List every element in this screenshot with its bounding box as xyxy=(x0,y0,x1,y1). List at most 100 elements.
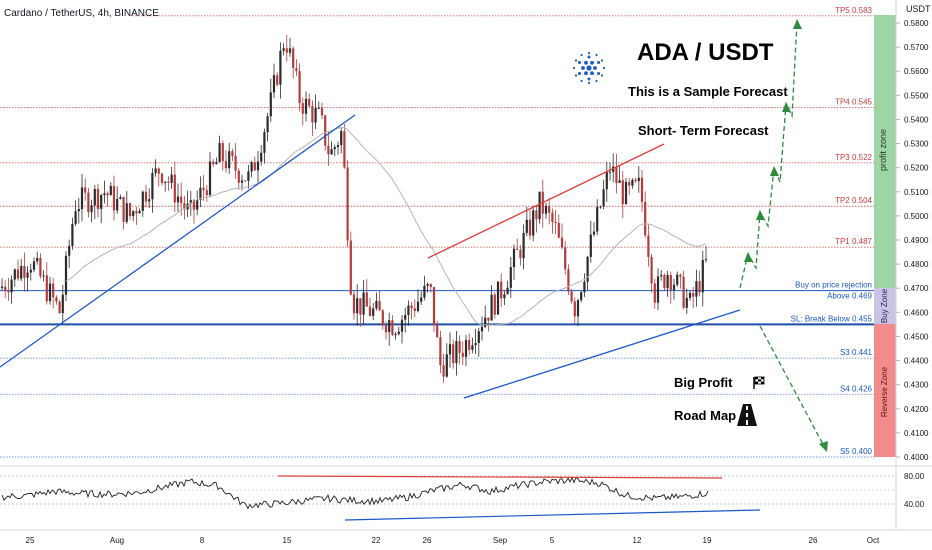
currency-label: USDT xyxy=(906,4,931,14)
header-background xyxy=(0,6,132,20)
price-tick-label: 0.4500 xyxy=(904,332,929,341)
candle-body xyxy=(285,48,288,53)
candle-body xyxy=(212,161,215,165)
candle-body xyxy=(656,276,660,303)
candle-body xyxy=(10,279,13,293)
candle-body xyxy=(509,267,512,288)
logo-dot xyxy=(602,66,606,70)
candle-body xyxy=(484,317,487,327)
candle-body xyxy=(333,147,336,150)
time-tick-label: Oct xyxy=(867,536,880,545)
candle-body xyxy=(237,170,240,183)
candle-body xyxy=(74,211,77,225)
candle-body xyxy=(132,211,135,217)
candle-body xyxy=(205,190,208,196)
candle-body xyxy=(477,331,480,344)
candle-body xyxy=(176,196,180,203)
price-tick-label: 0.4000 xyxy=(904,453,929,462)
candle-body xyxy=(231,151,234,157)
arrowhead-tp1 xyxy=(744,252,753,262)
candle-body xyxy=(103,193,106,196)
candle-body xyxy=(48,283,52,302)
candle-body xyxy=(429,284,432,287)
candle-body xyxy=(464,340,468,357)
candle-body xyxy=(128,203,132,217)
candle-body xyxy=(400,319,404,332)
rsi-tick-label: 80.00 xyxy=(904,472,925,481)
level-label: TP2 0.504 xyxy=(835,196,872,205)
candle-body xyxy=(372,308,375,316)
price-tick-label: 0.5500 xyxy=(904,91,929,100)
candle-body xyxy=(314,107,317,123)
candle-body xyxy=(221,143,224,162)
candle-body xyxy=(167,181,170,183)
candle-body xyxy=(538,191,541,220)
logo-dot xyxy=(577,61,581,64)
candle-body xyxy=(503,294,506,299)
candle-body xyxy=(525,219,528,233)
title-annotation: ADA / USDT xyxy=(637,39,774,66)
candle-body xyxy=(468,340,471,350)
reverse-zone-label: Reverse Zone xyxy=(880,366,889,417)
candle-body xyxy=(260,152,263,162)
candle-body xyxy=(68,245,71,256)
rsi-line xyxy=(1,476,709,510)
candle-body xyxy=(583,281,586,293)
candle-body xyxy=(202,187,205,191)
candle-body xyxy=(61,294,64,314)
logo-dot xyxy=(580,53,583,57)
arrowhead-tp3 xyxy=(770,166,779,176)
candle-body xyxy=(423,285,426,298)
price-tick-label: 0.4800 xyxy=(904,260,929,269)
candle-body xyxy=(135,211,138,214)
candle-body xyxy=(426,284,429,286)
logo-dot xyxy=(587,51,591,55)
candle-body xyxy=(58,301,61,314)
logo-dot xyxy=(600,74,604,77)
candle-body xyxy=(39,257,42,277)
candle-body xyxy=(263,132,266,153)
price-tick-label: 0.5300 xyxy=(904,140,929,149)
candle-body xyxy=(644,201,647,236)
candle-body xyxy=(77,208,80,212)
candle-body xyxy=(685,297,688,308)
logo-dot xyxy=(600,59,604,62)
logo-dot xyxy=(590,71,594,76)
time-tick-label: 8 xyxy=(200,536,205,545)
candle-body xyxy=(391,320,394,335)
candle-body xyxy=(378,300,381,311)
candle-body xyxy=(496,281,500,315)
candle-body xyxy=(138,210,141,214)
candle-body xyxy=(244,180,247,182)
candle-body xyxy=(436,325,439,338)
road-icon xyxy=(737,404,757,426)
candle-body xyxy=(458,341,461,353)
time-tick-label: 25 xyxy=(26,536,35,545)
price-tick-label: 0.4700 xyxy=(904,284,929,293)
candle-body xyxy=(173,174,176,203)
candle-body xyxy=(596,206,599,232)
candle-body xyxy=(295,68,298,72)
candle-body xyxy=(669,274,672,291)
level-label: TP1 0.487 xyxy=(835,237,872,246)
candle-body xyxy=(7,290,10,293)
candle-body xyxy=(288,48,292,53)
candle-body xyxy=(397,331,400,335)
forecast-arrowheads xyxy=(744,19,828,452)
sample-annotation: This is a Sample Forecast xyxy=(628,84,788,99)
logo-dot xyxy=(580,79,583,83)
candle-body xyxy=(698,281,701,293)
candle-body xyxy=(388,320,391,333)
candle-body xyxy=(218,143,221,163)
logo-dot xyxy=(595,79,598,83)
candle-body xyxy=(576,300,580,317)
candle-body xyxy=(250,162,253,172)
candle-body xyxy=(282,48,285,51)
candle-body xyxy=(516,248,519,250)
candle-body xyxy=(272,75,276,93)
candle-body xyxy=(32,261,36,270)
candle-body xyxy=(368,306,372,316)
resistance-trendline xyxy=(427,143,665,259)
candle-body xyxy=(183,202,186,210)
